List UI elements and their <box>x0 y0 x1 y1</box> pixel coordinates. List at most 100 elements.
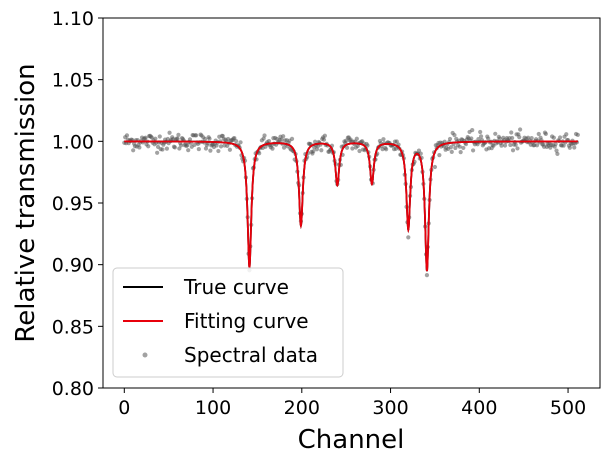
spectral-data-point <box>478 134 484 139</box>
spectral-data-point <box>365 143 370 148</box>
spectral-data-point <box>202 136 208 142</box>
spectral-data-point <box>262 133 267 138</box>
spectral-data-point <box>185 143 190 148</box>
spectral-data-point <box>322 133 327 138</box>
spectral-data-point <box>381 137 386 142</box>
spectral-data-point <box>555 151 560 157</box>
spectral-data-point <box>203 146 209 151</box>
spectral-data-point <box>146 144 151 149</box>
spectral-data-point <box>357 148 362 154</box>
spectral-data-point <box>502 143 508 148</box>
spectral-data-point <box>470 127 475 133</box>
spectral-data-point <box>176 132 181 138</box>
spectral-data-point <box>553 141 558 147</box>
y-tick-label: 1.05 <box>52 70 94 92</box>
spectral-data-point <box>172 145 177 150</box>
spectral-data-point <box>234 138 239 144</box>
y-tick-label: 0.95 <box>52 193 94 215</box>
x-tick-label: 200 <box>284 397 320 419</box>
spectral-data-point <box>311 149 316 154</box>
spectral-data-point <box>416 148 422 153</box>
spectral-data-point <box>406 235 411 240</box>
y-tick-label: 0.85 <box>52 316 94 338</box>
x-tick-label: 0 <box>118 397 130 419</box>
spectral-data-point <box>508 142 513 148</box>
spectral-data-point <box>167 130 172 135</box>
spectral-data-point <box>509 130 514 135</box>
legend-box <box>112 267 344 378</box>
spectral-data-point <box>564 132 569 137</box>
spectral-data-point <box>554 148 559 153</box>
spectral-data-point <box>461 145 466 151</box>
spectral-data-point <box>534 143 540 148</box>
spectral-data-point <box>207 136 212 141</box>
y-axis-ticks: 0.80 0.85 0.90 0.95 1.00 1.05 1.10 <box>52 8 103 400</box>
spectral-data-point <box>155 150 160 155</box>
spectral-data-point <box>384 147 389 152</box>
spectral-data-point <box>457 144 462 149</box>
spectral-data-point <box>453 145 458 151</box>
spectral-data-point <box>179 143 184 148</box>
y-tick-label: 0.90 <box>52 255 94 277</box>
spectral-data-point <box>572 145 577 150</box>
x-axis-title: Channel <box>298 425 405 455</box>
spectral-data-point <box>452 132 457 138</box>
spectral-data-point <box>510 148 516 153</box>
spectral-data-point <box>266 138 272 144</box>
spectral-data-point <box>447 136 453 142</box>
spectral-data-point <box>289 136 295 141</box>
spectral-data-point <box>196 146 201 152</box>
spectral-data-point <box>394 139 399 144</box>
legend-spectral-data-swatch <box>142 352 148 358</box>
spectral-data-point <box>543 131 548 137</box>
spectral-data-point <box>344 145 350 150</box>
spectral-data-point <box>515 146 520 151</box>
legend-fitting-curve-label: Fitting curve <box>184 309 309 333</box>
spectral-data-point <box>208 148 213 153</box>
spectral-data-point <box>497 136 502 141</box>
legend: True curve Fitting curve Spectral data <box>112 267 344 378</box>
legend-spectral-data-label: Spectral data <box>184 343 318 367</box>
curve-lines <box>124 140 578 272</box>
spectral-data-point <box>214 143 219 148</box>
fitting-curve-line <box>124 140 578 272</box>
spectral-data-point <box>187 137 193 142</box>
spectral-data-point <box>493 131 498 136</box>
spectral-data-point <box>216 148 221 154</box>
x-tick-label: 100 <box>195 397 231 419</box>
spectral-data-point <box>486 136 491 141</box>
spectral-data-point <box>124 133 130 138</box>
spectral-data-point <box>218 144 224 149</box>
spectral-data-point <box>510 135 515 141</box>
y-axis-title: Relative transmission <box>11 63 41 342</box>
legend-true-curve-label: True curve <box>183 275 289 299</box>
spectral-data-point <box>143 135 148 140</box>
spectral-data-point <box>536 131 541 137</box>
spectral-data-point <box>194 133 199 138</box>
spectral-data-point <box>354 136 359 141</box>
spectral-data-point <box>567 145 572 150</box>
spectral-data-point <box>470 148 476 153</box>
spectral-data-point <box>281 145 287 150</box>
spectral-data-point <box>313 139 318 144</box>
spectral-data-point <box>557 135 563 140</box>
spectral-data-point <box>270 146 275 151</box>
spectral-data-point <box>437 153 442 158</box>
y-tick-label: 1.00 <box>52 131 94 153</box>
spectral-data-point <box>192 142 197 148</box>
spectral-data-point <box>478 129 483 135</box>
y-tick-label: 0.80 <box>52 378 94 400</box>
spectral-data-point <box>175 136 180 141</box>
spectral-data-point <box>279 137 284 142</box>
spectral-data-point <box>281 134 286 139</box>
spectral-data-point <box>177 146 182 151</box>
spectral-data-point <box>186 148 191 153</box>
spectral-data-point <box>238 140 243 145</box>
spectral-data-point <box>432 164 438 170</box>
spectral-data-point <box>463 142 469 147</box>
x-tick-label: 400 <box>461 397 497 419</box>
spectral-data-point <box>164 146 169 151</box>
x-tick-label: 300 <box>372 397 408 419</box>
